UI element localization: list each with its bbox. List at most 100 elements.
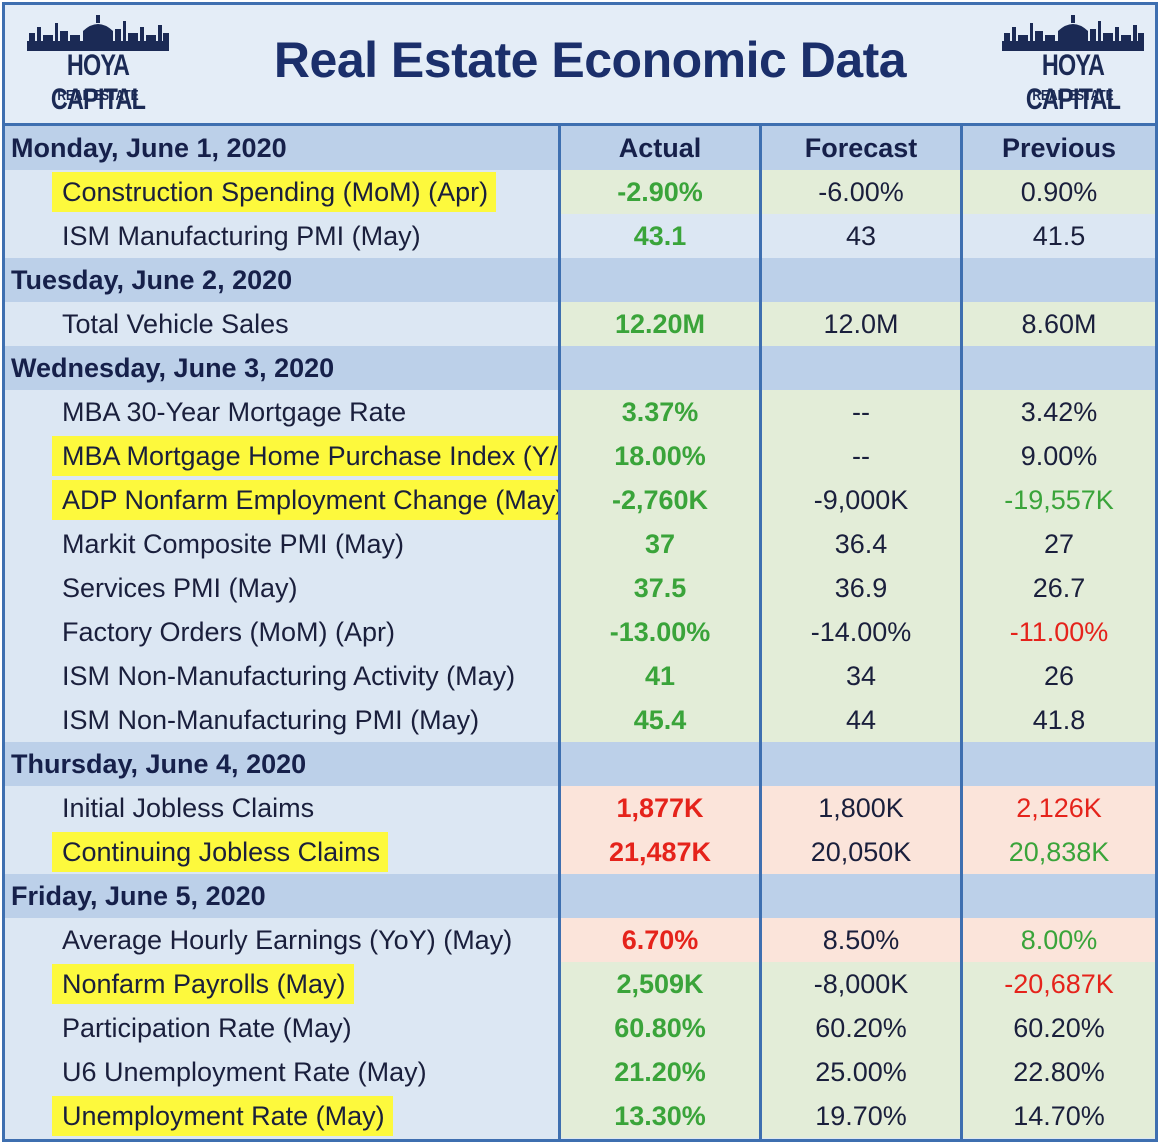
day-label: Monday, June 1, 2020 xyxy=(5,126,558,170)
indicator-cell: MBA 30-Year Mortgage Rate xyxy=(5,390,558,434)
day-label: Thursday, June 4, 2020 xyxy=(5,742,558,786)
indicator-row: Average Hourly Earnings (YoY) (May) 6.70%… xyxy=(5,918,1155,962)
indicator-label: Unemployment Rate (May) xyxy=(52,1096,393,1136)
indicator-row: ISM Non-Manufacturing Activity (May) 41 34… xyxy=(5,654,1155,698)
forecast-value: 34 xyxy=(762,654,960,698)
indicator-cell: Services PMI (May) xyxy=(5,566,558,610)
previous-value: 22.80% xyxy=(963,1050,1155,1094)
day-label: Friday, June 5, 2020 xyxy=(5,874,558,918)
actual-column-header xyxy=(561,874,759,918)
indicator-cell: U6 Unemployment Rate (May) xyxy=(5,1050,558,1094)
indicator-label: Markit Composite PMI (May) xyxy=(62,529,405,559)
logo-sub-text: REAL ESTATE xyxy=(1032,87,1114,104)
actual-value: 1,877K xyxy=(561,786,759,830)
indicator-label: Initial Jobless Claims xyxy=(62,793,315,823)
actual-value: 13.30% xyxy=(561,1094,759,1138)
actual-value: 45.4 xyxy=(561,698,759,742)
indicator-cell: ISM Manufacturing PMI (May) xyxy=(5,214,558,258)
indicator-row: Factory Orders (MoM) (Apr) -13.00% -14.00%… xyxy=(5,610,1155,654)
hoya-capital-logo: HOYA CAPITAL REAL ESTATE xyxy=(998,13,1148,116)
previous-value: 41.8 xyxy=(963,698,1155,742)
actual-value: 37 xyxy=(561,522,759,566)
column-divider xyxy=(960,126,963,1139)
day-header-row: Tuesday, June 2, 2020 xyxy=(5,258,1155,302)
previous-value: 41.5 xyxy=(963,214,1155,258)
header: HOYA CAPITAL REAL ESTATE Real Estate Eco… xyxy=(5,5,1155,126)
actual-value: -2.90% xyxy=(561,170,759,214)
forecast-value: 43 xyxy=(762,214,960,258)
economic-data-table: Monday, June 1, 2020 Actual Forecast Previo… xyxy=(5,126,1155,1138)
forecast-value: 1,800K xyxy=(762,786,960,830)
indicator-row: ISM Non-Manufacturing PMI (May) 45.4 44 41.… xyxy=(5,698,1155,742)
indicator-cell: ISM Non-Manufacturing Activity (May) xyxy=(5,654,558,698)
day-label: Tuesday, June 2, 2020 xyxy=(5,258,558,302)
indicator-row: ISM Manufacturing PMI (May) 43.1 43 41.5 xyxy=(5,214,1155,258)
indicator-cell: Average Hourly Earnings (YoY) (May) xyxy=(5,918,558,962)
actual-value: 12.20M xyxy=(561,302,759,346)
forecast-value: 25.00% xyxy=(762,1050,960,1094)
indicator-row: MBA Mortgage Home Purchase Index (Y/Y) 18… xyxy=(5,434,1155,478)
hoya-capital-logo: HOYA CAPITAL REAL ESTATE xyxy=(23,13,173,116)
indicator-label: Participation Rate (May) xyxy=(62,1013,352,1043)
forecast-value: 19.70% xyxy=(762,1094,960,1138)
previous-value: -19,557K xyxy=(963,478,1155,522)
forecast-value: -8,000K xyxy=(762,962,960,1006)
actual-value: 21,487K xyxy=(561,830,759,874)
forecast-value: 60.20% xyxy=(762,1006,960,1050)
column-divider xyxy=(558,126,561,1139)
forecast-column-header xyxy=(762,258,960,302)
indicator-cell: Initial Jobless Claims xyxy=(5,786,558,830)
indicator-cell: ISM Non-Manufacturing PMI (May) xyxy=(5,698,558,742)
day-label: Wednesday, June 3, 2020 xyxy=(5,346,558,390)
forecast-column-header xyxy=(762,346,960,390)
previous-value: 14.70% xyxy=(963,1094,1155,1138)
indicator-row: Markit Composite PMI (May) 37 36.4 27 xyxy=(5,522,1155,566)
previous-column-header xyxy=(963,346,1155,390)
previous-value: 8.00% xyxy=(963,918,1155,962)
page-title: Real Estate Economic Data xyxy=(273,32,907,88)
actual-column-header xyxy=(561,346,759,390)
logo-brand-text: HOYA CAPITAL xyxy=(1025,49,1121,116)
forecast-value: -9,000K xyxy=(762,478,960,522)
indicator-label: Nonfarm Payrolls (May) xyxy=(52,964,354,1004)
indicator-label: MBA Mortgage Home Purchase Index (Y/Y) xyxy=(52,436,593,476)
indicator-row: Unemployment Rate (May) 13.30% 19.70% 14.70… xyxy=(5,1094,1155,1138)
actual-column-header xyxy=(561,742,759,786)
previous-value: 2,126K xyxy=(963,786,1155,830)
previous-column-header: Previous xyxy=(963,126,1155,170)
column-divider xyxy=(759,126,762,1139)
indicator-cell: Markit Composite PMI (May) xyxy=(5,522,558,566)
actual-value: 3.37% xyxy=(561,390,759,434)
indicator-row: Participation Rate (May) 60.80% 60.20% 60.2… xyxy=(5,1006,1155,1050)
indicator-cell: Participation Rate (May) xyxy=(5,1006,558,1050)
indicator-label: ADP Nonfarm Employment Change (May) xyxy=(52,480,573,520)
indicator-label: Construction Spending (MoM) (Apr) xyxy=(52,172,497,212)
day-header-row: Friday, June 5, 2020 xyxy=(5,874,1155,918)
previous-value: 26 xyxy=(963,654,1155,698)
previous-column-header xyxy=(963,742,1155,786)
indicator-label: Total Vehicle Sales xyxy=(62,309,289,339)
forecast-column-header: Forecast xyxy=(762,126,960,170)
day-header-row: Thursday, June 4, 2020 xyxy=(5,742,1155,786)
indicator-label: Continuing Jobless Claims xyxy=(52,832,389,872)
forecast-value: -14.00% xyxy=(762,610,960,654)
indicator-label: ISM Non-Manufacturing Activity (May) xyxy=(62,661,516,691)
forecast-column-header xyxy=(762,874,960,918)
actual-value: 43.1 xyxy=(561,214,759,258)
forecast-value: -- xyxy=(762,390,960,434)
indicator-row: Continuing Jobless Claims 21,487K 20,050K 2… xyxy=(5,830,1155,874)
forecast-column-header xyxy=(762,742,960,786)
indicator-row: Initial Jobless Claims 1,877K 1,800K 2,126K xyxy=(5,786,1155,830)
actual-column-header xyxy=(561,258,759,302)
previous-value: 60.20% xyxy=(963,1006,1155,1050)
actual-value: 18.00% xyxy=(561,434,759,478)
forecast-value: 20,050K xyxy=(762,830,960,874)
indicator-label: Average Hourly Earnings (YoY) (May) xyxy=(62,925,513,955)
actual-value: 37.5 xyxy=(561,566,759,610)
previous-value: 26.7 xyxy=(963,566,1155,610)
actual-value: 41 xyxy=(561,654,759,698)
forecast-value: 44 xyxy=(762,698,960,742)
forecast-value: 36.9 xyxy=(762,566,960,610)
actual-value: -2,760K xyxy=(561,478,759,522)
logo-brand-text: HOYA CAPITAL xyxy=(50,49,146,116)
